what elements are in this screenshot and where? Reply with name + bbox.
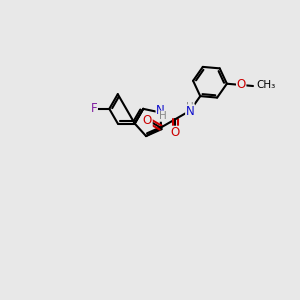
Text: N: N (186, 105, 194, 118)
Text: N: N (156, 104, 165, 117)
Text: O: O (171, 126, 180, 139)
Text: O: O (237, 79, 246, 92)
Text: H: H (186, 102, 194, 112)
Text: F: F (91, 102, 98, 115)
Text: CH₃: CH₃ (256, 80, 275, 90)
Text: O: O (143, 114, 152, 127)
Text: H: H (159, 111, 167, 121)
